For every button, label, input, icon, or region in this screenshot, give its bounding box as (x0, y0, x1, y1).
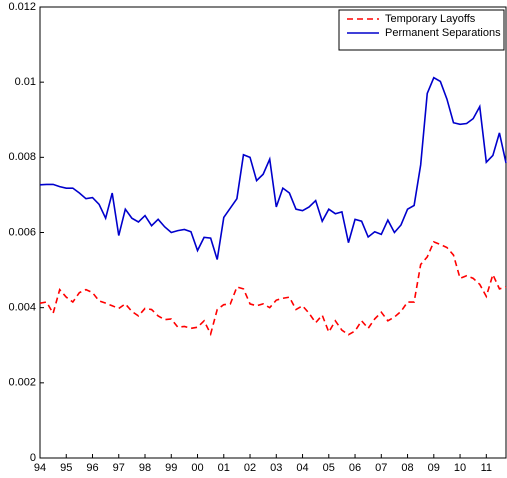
x-tick-label: 11 (481, 462, 492, 474)
legend-label: Permanent Separations (385, 27, 501, 39)
x-tick-label: 02 (244, 462, 256, 474)
x-tick-label: 04 (296, 462, 308, 474)
x-tick-label: 06 (349, 462, 361, 474)
x-tick-label: 05 (323, 462, 335, 474)
y-tick-label: 0.01 (15, 76, 36, 88)
x-tick-label: 96 (86, 462, 98, 474)
x-tick-label: 00 (191, 462, 203, 474)
y-tick-label: 0.012 (8, 1, 36, 13)
y-tick-label: 0.008 (8, 151, 36, 163)
y-tick-label: 0.006 (8, 226, 36, 238)
x-tick-label: 99 (165, 462, 177, 474)
x-tick-label: 10 (454, 462, 466, 474)
x-tick-label: 97 (113, 462, 125, 474)
plot-frame (39, 6, 507, 459)
legend-box (338, 9, 505, 51)
x-tick-label: 09 (428, 462, 440, 474)
x-tick-label: 08 (401, 462, 413, 474)
x-tick-label: 95 (60, 462, 72, 474)
x-tick-label: 98 (139, 462, 151, 474)
legend-label: Temporary Layoffs (385, 13, 476, 25)
series-line (39, 240, 507, 337)
series-line (39, 76, 507, 260)
x-tick-label: 03 (270, 462, 282, 474)
x-tick-label: 07 (375, 462, 387, 474)
y-tick-label: 0 (30, 452, 36, 464)
y-tick-label: 0.002 (8, 377, 36, 389)
x-tick-label: 94 (34, 462, 46, 474)
y-tick-label: 0.004 (8, 302, 36, 314)
x-tick-label: 01 (218, 462, 230, 474)
